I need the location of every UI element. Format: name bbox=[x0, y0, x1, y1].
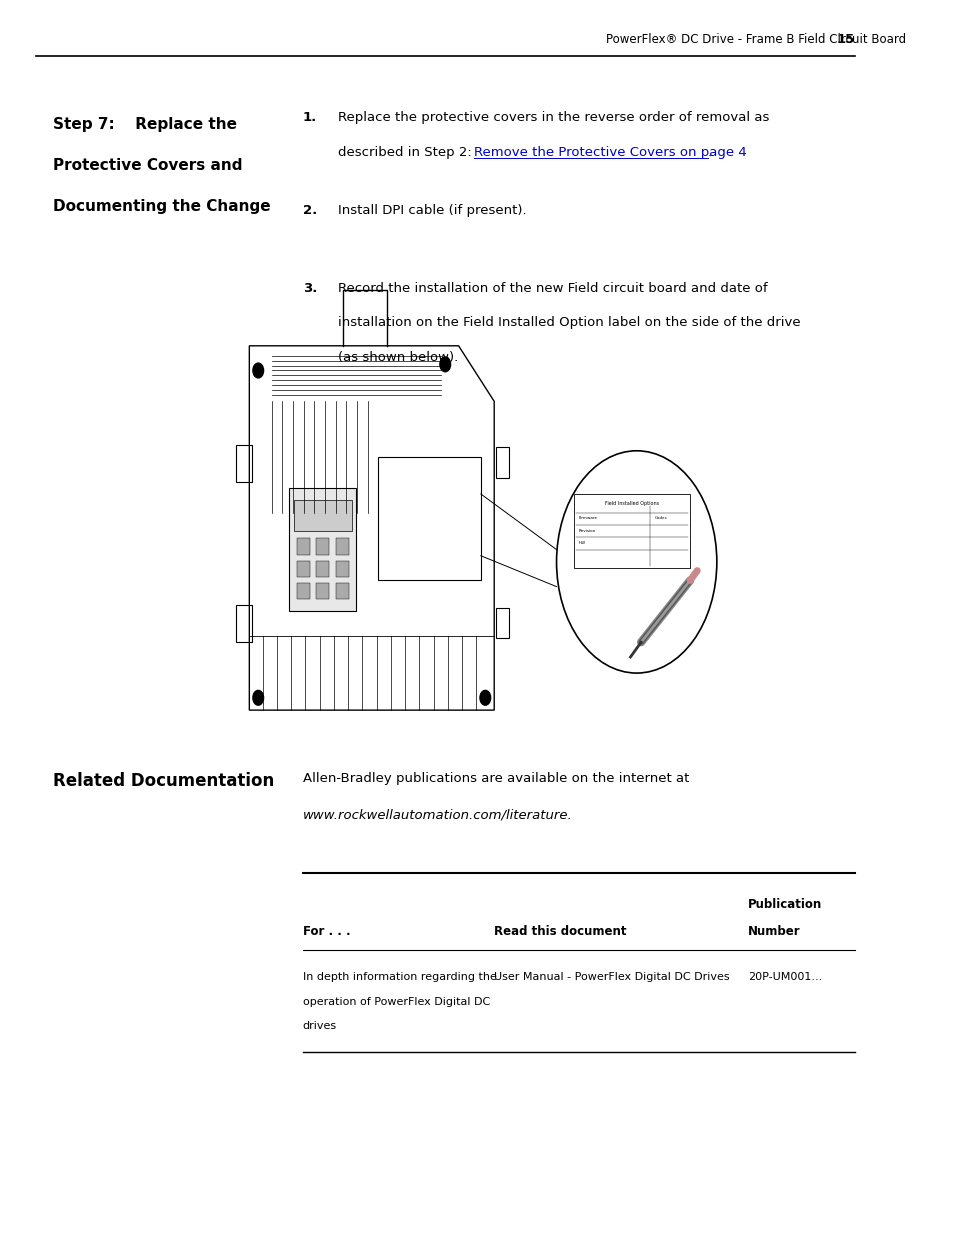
Text: .: . bbox=[707, 146, 711, 159]
Text: Record the installation of the new Field circuit board and date of: Record the installation of the new Field… bbox=[338, 282, 767, 295]
Text: Number: Number bbox=[747, 925, 800, 939]
Circle shape bbox=[439, 357, 450, 372]
Bar bbox=[315, 538, 329, 555]
Circle shape bbox=[479, 690, 490, 705]
Text: In depth information regarding the: In depth information regarding the bbox=[302, 972, 497, 982]
Bar bbox=[296, 583, 310, 599]
Text: Related Documentation: Related Documentation bbox=[53, 772, 274, 790]
Text: Read this document: Read this document bbox=[494, 925, 626, 939]
Text: Protective Covers and: Protective Covers and bbox=[53, 158, 243, 173]
Text: HW: HW bbox=[578, 541, 585, 545]
Text: Field Installed Options: Field Installed Options bbox=[604, 501, 659, 506]
Text: Codes: Codes bbox=[654, 516, 666, 520]
Bar bbox=[335, 561, 349, 577]
Bar bbox=[289, 488, 355, 611]
Text: described in Step 2:: described in Step 2: bbox=[338, 146, 476, 159]
Bar bbox=[315, 561, 329, 577]
Bar bbox=[235, 445, 252, 482]
Bar bbox=[335, 583, 349, 599]
Bar bbox=[496, 447, 509, 478]
Text: Replace the protective covers in the reverse order of removal as: Replace the protective covers in the rev… bbox=[338, 111, 769, 125]
Text: drives: drives bbox=[302, 1021, 336, 1031]
Text: Allen-Bradley publications are available on the internet at: Allen-Bradley publications are available… bbox=[302, 772, 688, 785]
Bar bbox=[378, 457, 480, 580]
Text: Publication: Publication bbox=[747, 898, 821, 911]
Text: Revision: Revision bbox=[578, 529, 596, 532]
Text: Documenting the Change: Documenting the Change bbox=[53, 199, 271, 214]
Text: PowerFlex® DC Drive - Frame B Field Circuit Board: PowerFlex® DC Drive - Frame B Field Circ… bbox=[605, 32, 904, 46]
Text: User Manual - PowerFlex Digital DC Drives: User Manual - PowerFlex Digital DC Drive… bbox=[494, 972, 729, 982]
Text: For . . .: For . . . bbox=[302, 925, 350, 939]
Text: operation of PowerFlex Digital DC: operation of PowerFlex Digital DC bbox=[302, 997, 490, 1007]
Text: 1.: 1. bbox=[302, 111, 316, 125]
Text: 3.: 3. bbox=[302, 282, 316, 295]
Text: 15: 15 bbox=[836, 32, 854, 46]
Text: Remove the Protective Covers on page 4: Remove the Protective Covers on page 4 bbox=[474, 146, 745, 159]
Bar bbox=[296, 538, 310, 555]
Bar bbox=[294, 500, 352, 531]
Text: 2.: 2. bbox=[302, 204, 316, 217]
Text: Install DPI cable (if present).: Install DPI cable (if present). bbox=[338, 204, 526, 217]
Bar bbox=[574, 494, 689, 568]
Text: installation on the Field Installed Option label on the side of the drive: installation on the Field Installed Opti… bbox=[338, 316, 801, 330]
Text: Firmware: Firmware bbox=[578, 516, 598, 520]
Circle shape bbox=[253, 363, 263, 378]
Circle shape bbox=[253, 690, 263, 705]
Bar bbox=[235, 605, 252, 642]
Text: Step 7:  Replace the: Step 7: Replace the bbox=[53, 117, 237, 132]
Bar bbox=[296, 561, 310, 577]
Bar bbox=[496, 608, 509, 638]
Text: (as shown below).: (as shown below). bbox=[338, 351, 458, 364]
Text: 20P-UM001...: 20P-UM001... bbox=[747, 972, 821, 982]
Bar bbox=[335, 538, 349, 555]
Text: www.rockwellautomation.com/literature.: www.rockwellautomation.com/literature. bbox=[302, 809, 572, 823]
Circle shape bbox=[556, 451, 716, 673]
Bar bbox=[315, 583, 329, 599]
